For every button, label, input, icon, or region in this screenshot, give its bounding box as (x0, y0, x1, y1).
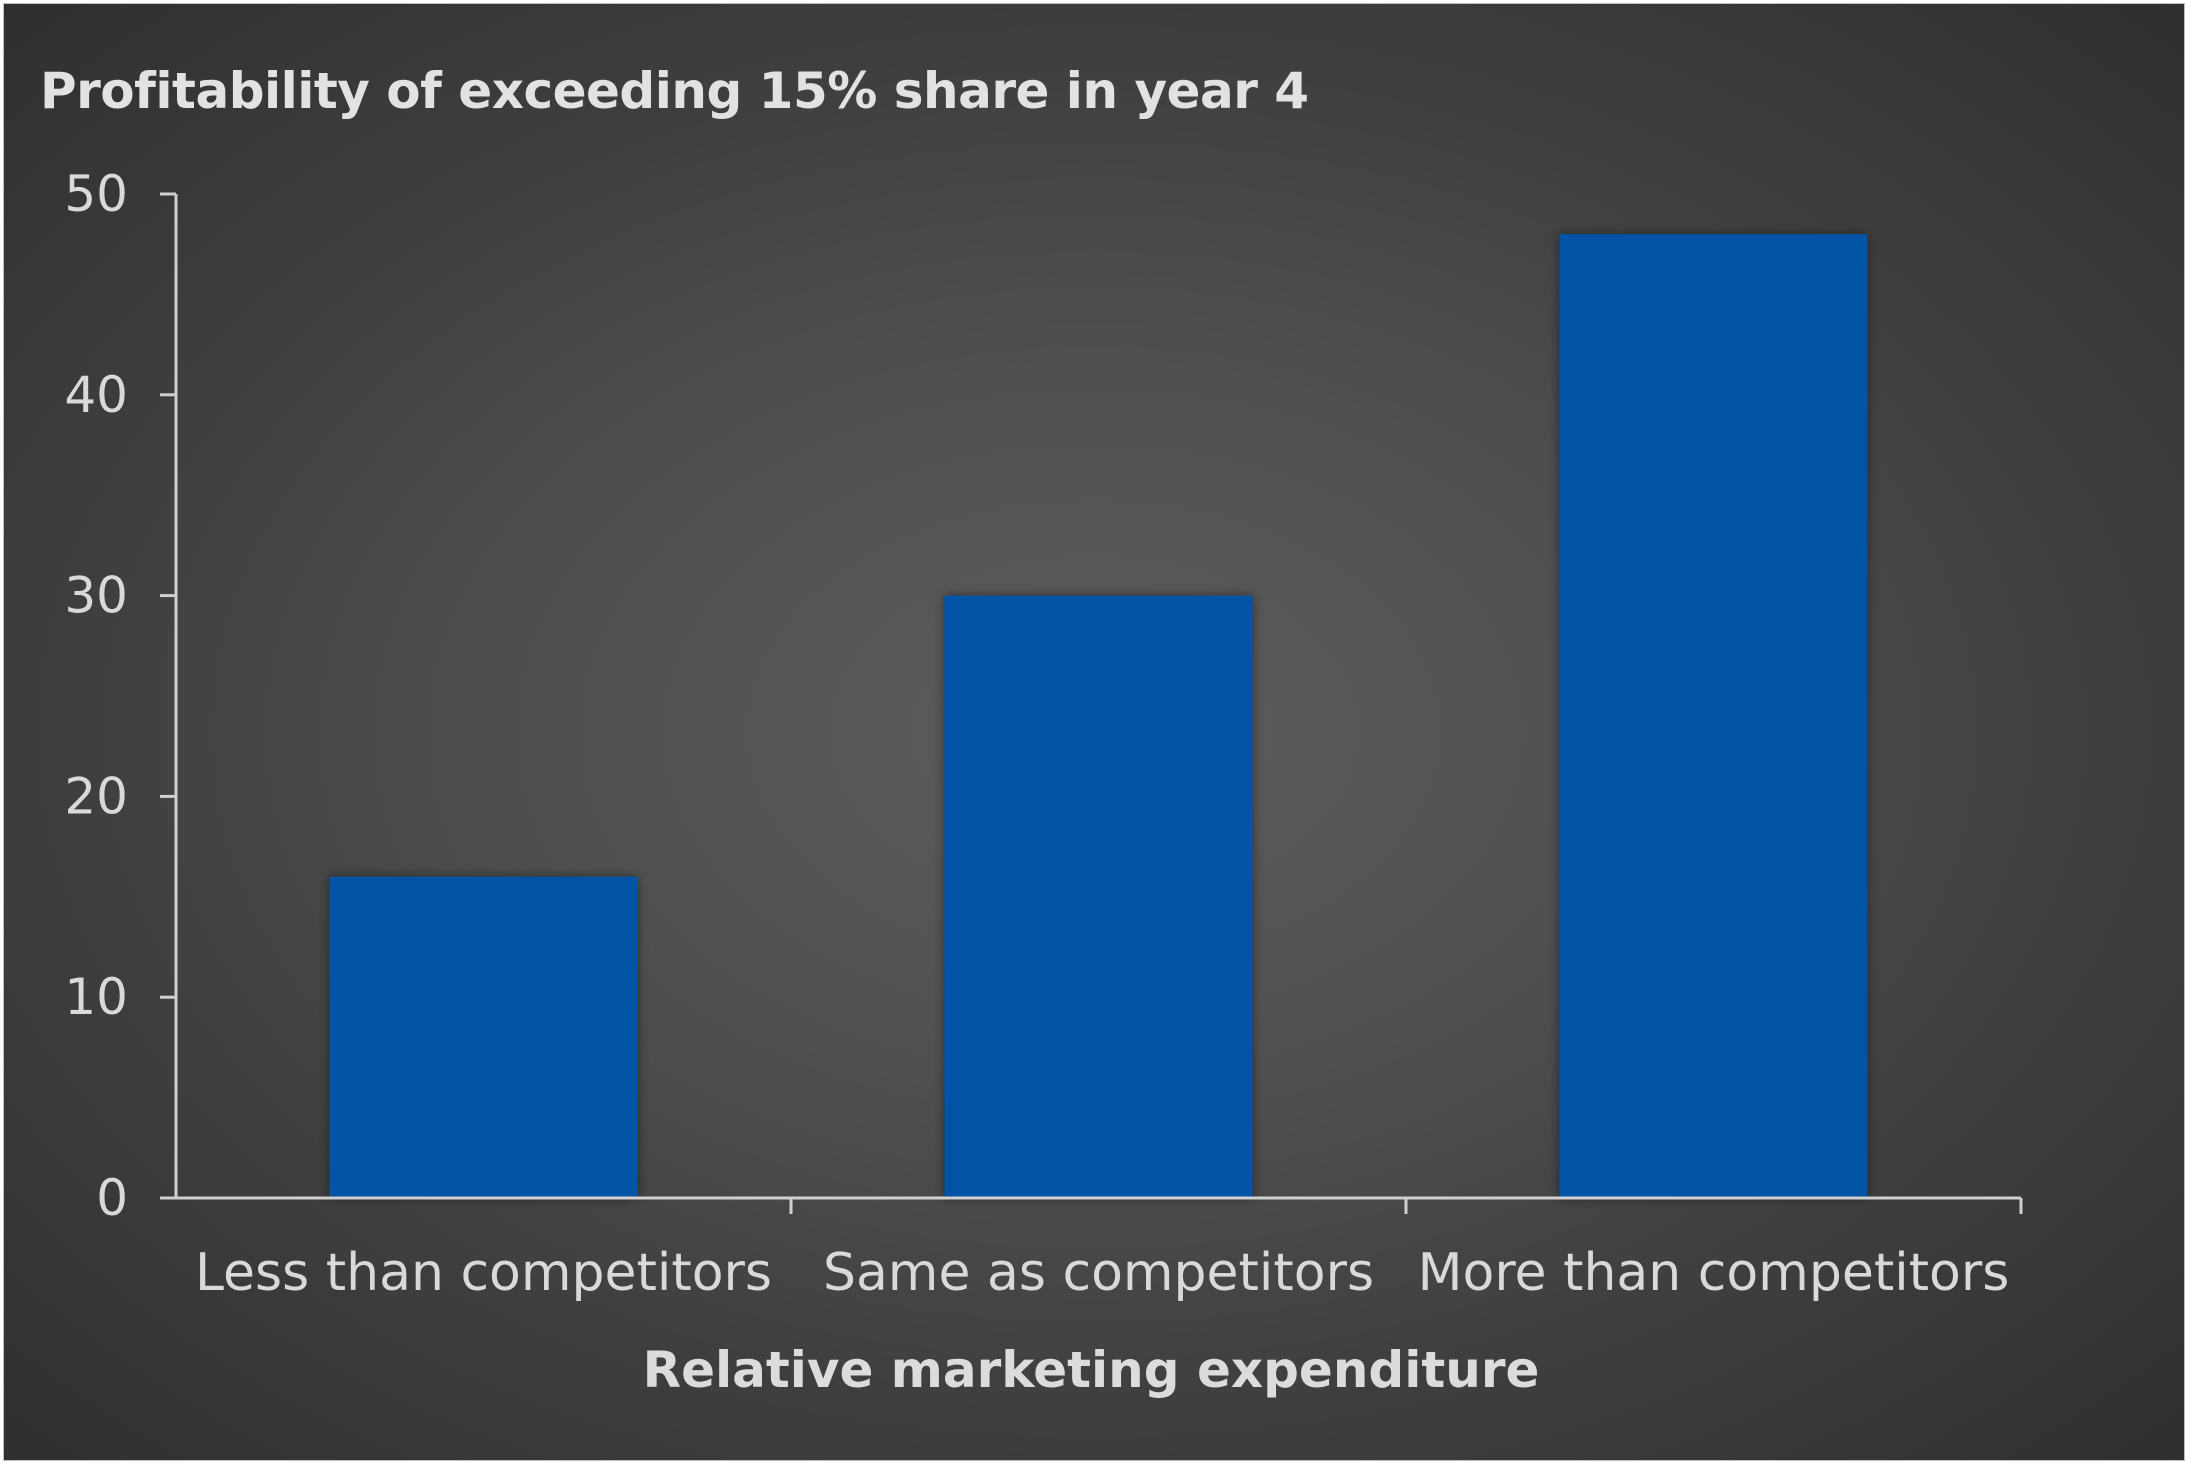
axes-layer (160, 192, 2023, 1214)
bar-2 (1559, 234, 1868, 1198)
y-tick-label-5: 50 (64, 165, 128, 223)
x-category-label-0: Less than competitors (195, 1243, 772, 1303)
bar-0 (329, 876, 638, 1198)
x-category-label-1: Same as competitors (823, 1243, 1374, 1303)
x-axis-title: Relative marketing expenditure (643, 1341, 1540, 1399)
x-category-label-2: More than competitors (1418, 1243, 2010, 1303)
y-tick-label-3: 30 (64, 567, 128, 625)
bar-chart: 0 10 20 30 40 50 Less than competitors Same as … (64, 165, 2023, 1399)
y-tick-label-2: 20 (64, 767, 128, 825)
bar-1 (944, 595, 1253, 1198)
y-tick-label-4: 40 (64, 366, 128, 424)
chart-frame: Profitability of exceeding 15% share in … (3, 3, 2185, 1461)
y-tick-label-0: 0 (96, 1169, 128, 1227)
chart-title: Profitability of exceeding 15% share in … (40, 62, 1309, 120)
y-tick-label-1: 10 (64, 968, 128, 1026)
labels-layer: 0 10 20 30 40 50 Less than competitors Same as … (64, 165, 2009, 1303)
bars-layer (329, 234, 1868, 1198)
